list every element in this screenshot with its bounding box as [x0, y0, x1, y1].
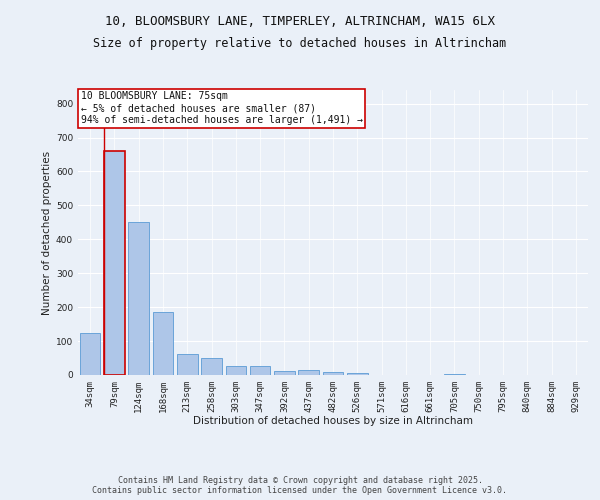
Bar: [298, 370, 319, 375]
Bar: [444, 374, 465, 375]
Bar: [104, 151, 125, 375]
Bar: [347, 374, 368, 375]
Bar: [274, 370, 295, 375]
Bar: [226, 366, 246, 375]
Y-axis label: Number of detached properties: Number of detached properties: [42, 150, 52, 314]
Text: Size of property relative to detached houses in Altrincham: Size of property relative to detached ho…: [94, 38, 506, 51]
Bar: [250, 366, 271, 375]
Bar: [177, 354, 197, 375]
Bar: [128, 222, 149, 375]
Bar: [201, 358, 222, 375]
X-axis label: Distribution of detached houses by size in Altrincham: Distribution of detached houses by size …: [193, 416, 473, 426]
Bar: [323, 372, 343, 375]
Text: 10 BLOOMSBURY LANE: 75sqm
← 5% of detached houses are smaller (87)
94% of semi-d: 10 BLOOMSBURY LANE: 75sqm ← 5% of detach…: [80, 92, 362, 124]
Bar: [152, 312, 173, 375]
Bar: [80, 332, 100, 375]
Text: 10, BLOOMSBURY LANE, TIMPERLEY, ALTRINCHAM, WA15 6LX: 10, BLOOMSBURY LANE, TIMPERLEY, ALTRINCH…: [105, 15, 495, 28]
Text: Contains HM Land Registry data © Crown copyright and database right 2025.
Contai: Contains HM Land Registry data © Crown c…: [92, 476, 508, 495]
